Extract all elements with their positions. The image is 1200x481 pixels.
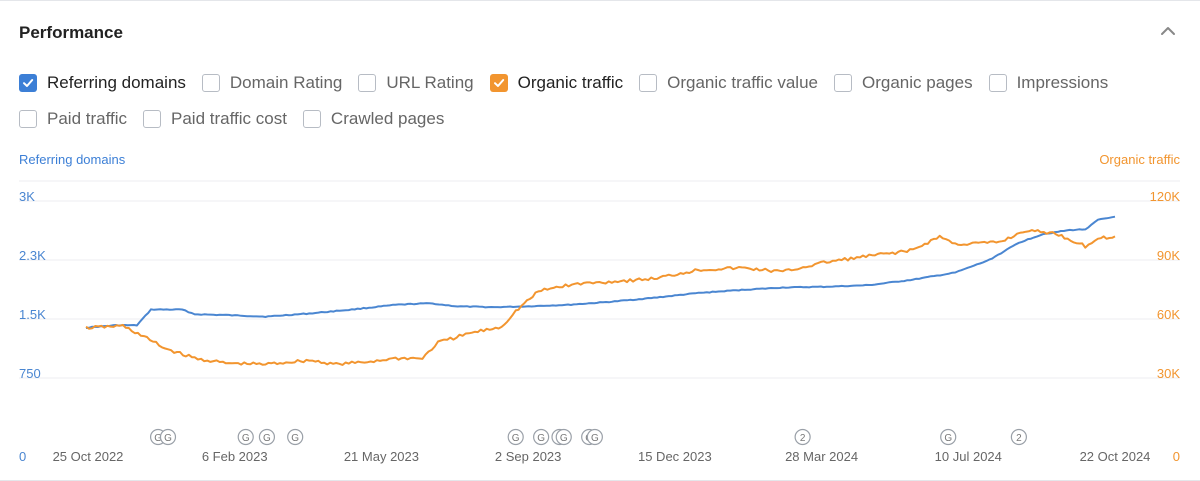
- annotation-circle: [237, 428, 254, 446]
- google-update-icon[interactable]: G: [287, 428, 304, 446]
- y-right-tick-label: 30K: [1157, 366, 1180, 381]
- toggle-url-rating[interactable]: URL Rating: [358, 73, 474, 93]
- annotation-label: 2: [800, 433, 806, 444]
- annotation-label: G: [512, 433, 520, 444]
- toggle-paid-traffic-cost[interactable]: Paid traffic cost: [143, 109, 287, 129]
- google-update-icon[interactable]: G: [555, 428, 572, 446]
- checkbox-unchecked[interactable]: [201, 74, 220, 92]
- x-tick-label: 10 Jul 2024: [935, 449, 1002, 464]
- toggle-label: Organic traffic value: [667, 73, 818, 92]
- checkbox-unchecked[interactable]: [358, 74, 377, 92]
- panel-title: Performance: [19, 23, 123, 42]
- checkbox-unchecked[interactable]: [639, 74, 658, 92]
- annotation-count-badge[interactable]: 2: [794, 428, 811, 446]
- y-left-tick-label: 1.5K: [19, 307, 46, 322]
- checkbox-checked[interactable]: [19, 74, 37, 92]
- x-tick-label: 25 Oct 2022: [53, 449, 124, 464]
- google-update-icon[interactable]: G: [507, 428, 524, 446]
- toggle-organic-traffic[interactable]: Organic traffic: [489, 73, 624, 93]
- google-update-icon[interactable]: G: [940, 428, 957, 446]
- annotation-circle: [507, 428, 524, 446]
- x-tick-label: 21 May 2023: [344, 449, 419, 464]
- y-left-tick-label: 3K: [19, 189, 35, 204]
- checkbox-unchecked[interactable]: [19, 110, 37, 128]
- toggle-organic-traffic-value[interactable]: Organic traffic value: [639, 73, 818, 93]
- check-icon: [23, 79, 34, 87]
- annotation-circle: [287, 428, 304, 446]
- annotation-label: G: [537, 433, 545, 444]
- annotation-circle: [258, 428, 276, 446]
- x-tick-label: 28 Mar 2024: [785, 449, 858, 464]
- annotation-label: G: [944, 433, 952, 444]
- toggle-organic-pages[interactable]: Organic pages: [834, 73, 973, 93]
- toggle-label: URL Rating: [386, 73, 474, 92]
- x-tick-label: 6 Feb 2023: [202, 449, 268, 464]
- series-line-organic-traffic: [85, 229, 1116, 366]
- toggle-label: Paid traffic: [47, 109, 128, 128]
- annotation-label: G: [263, 433, 271, 444]
- toggle-impressions[interactable]: Impressions: [988, 73, 1109, 93]
- annotation-count-badge[interactable]: 2: [1010, 428, 1027, 446]
- google-update-icon[interactable]: G: [258, 428, 276, 446]
- toggle-label: Paid traffic cost: [171, 109, 287, 128]
- annotation-label: 2: [1016, 433, 1022, 444]
- y-right-tick-label: 0: [1173, 449, 1180, 464]
- left-axis-title: Referring domains: [19, 152, 126, 167]
- annotation-label: G: [242, 433, 250, 444]
- toggle-domain-rating[interactable]: Domain Rating: [201, 73, 343, 93]
- annotation-circle: [586, 428, 603, 446]
- chevron-up-icon[interactable]: [1158, 21, 1178, 41]
- x-tick-label: 15 Dec 2023: [638, 449, 712, 464]
- x-tick-label: 22 Oct 2024: [1080, 449, 1151, 464]
- annotation-label: G: [291, 433, 299, 444]
- checkbox-checked[interactable]: [489, 74, 508, 92]
- check-icon: [493, 79, 504, 87]
- annotation-circle: [794, 428, 811, 446]
- y-left-tick-label: 750: [19, 366, 41, 381]
- annotation-circle: [940, 428, 957, 446]
- annotation-label: G: [591, 433, 599, 444]
- x-tick-label: 2 Sep 2023: [495, 449, 562, 464]
- annotation-label: G: [154, 433, 162, 444]
- google-update-icon[interactable]: G: [159, 428, 177, 446]
- annotation-label: G: [164, 433, 172, 444]
- right-axis-title: Organic traffic: [1099, 152, 1180, 167]
- series-line-referring-domains: [85, 215, 1116, 329]
- y-left-tick-label: 0: [19, 449, 26, 464]
- toggle-referring-domains[interactable]: Referring domains: [19, 73, 186, 93]
- toggle-label: Domain Rating: [229, 73, 343, 92]
- google-update-icon[interactable]: G: [533, 428, 550, 446]
- checkbox-unchecked[interactable]: [834, 74, 852, 92]
- toggle-label: Impressions: [1016, 73, 1109, 92]
- metric-toggles-row-2: Paid traffic Paid traffic cost Crawled pag…: [19, 109, 460, 129]
- annotation-circle: [1010, 428, 1027, 446]
- metric-toggles-row-1: Referring domains Domain Rating URL Rating…: [19, 73, 1124, 93]
- google-update-icon[interactable]: G: [586, 428, 603, 446]
- toggle-label: Referring domains: [47, 73, 186, 92]
- y-right-tick-label: 120K: [1150, 189, 1181, 204]
- checkbox-unchecked[interactable]: [143, 110, 162, 128]
- annotation-circle: [159, 428, 177, 446]
- y-left-tick-label: 2.3K: [19, 248, 46, 263]
- checkbox-unchecked[interactable]: [988, 74, 1007, 92]
- toggle-paid-traffic[interactable]: Paid traffic: [19, 109, 127, 129]
- y-right-tick-label: 90K: [1157, 248, 1180, 263]
- annotation-label: G: [560, 433, 568, 444]
- annotation-circle: [555, 428, 572, 446]
- google-update-icon[interactable]: G: [237, 428, 254, 446]
- y-right-tick-label: 60K: [1157, 307, 1180, 322]
- toggle-crawled-pages[interactable]: Crawled pages: [302, 109, 445, 129]
- annotation-circle: [533, 428, 550, 446]
- checkbox-unchecked[interactable]: [302, 110, 321, 128]
- toggle-label: Crawled pages: [330, 109, 445, 128]
- toggle-label: Organic pages: [862, 73, 973, 92]
- toggle-label: Organic traffic: [517, 73, 624, 92]
